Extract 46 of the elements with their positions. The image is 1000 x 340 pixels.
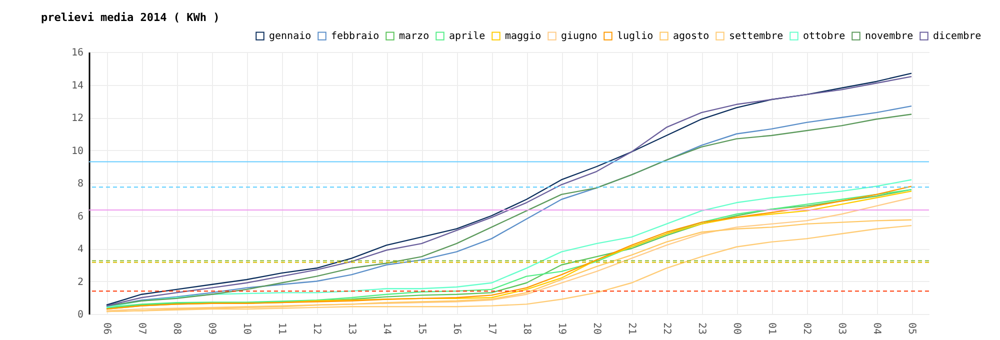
x-tick-label: 15 (416, 322, 427, 335)
x-tick-label: 09 (206, 322, 217, 335)
y-tick-label: 4 (77, 244, 84, 255)
y-tick-label: 2 (77, 276, 84, 288)
legend-label: giugno (561, 31, 598, 42)
x-tick-label: 19 (556, 322, 567, 335)
x-tick-label: 07 (136, 322, 147, 335)
legend-label: dicembre (933, 31, 982, 42)
x-tick-label: 10 (241, 322, 252, 335)
x-tick-label: 08 (171, 322, 182, 335)
legend-label: maggio (505, 31, 542, 42)
x-tick-label: 02 (801, 322, 812, 335)
x-tick-label: 03 (836, 322, 847, 335)
x-tick-label: 13 (346, 322, 357, 335)
y-tick-label: 0 (77, 310, 84, 320)
x-tick-label: 06 (101, 322, 112, 335)
y-tick-label: 16 (71, 48, 84, 58)
y-tick-label: 6 (77, 211, 84, 222)
x-tick-label: 23 (696, 322, 707, 335)
legend-label: febbraio (331, 31, 380, 42)
x-tick-label: 18 (521, 322, 532, 335)
x-tick-label: 05 (906, 322, 917, 335)
x-tick-label: 21 (626, 322, 637, 335)
x-tick-label: 20 (591, 322, 602, 335)
legend-label: agosto (673, 31, 710, 42)
x-tick-label: 11 (276, 322, 287, 335)
x-tick-label: 17 (486, 322, 497, 335)
legend-label: aprile (449, 31, 486, 42)
x-tick-label: 00 (731, 322, 742, 335)
y-tick-label: 14 (71, 80, 84, 92)
legend-label: settembre (729, 31, 784, 42)
x-tick-label: 16 (451, 322, 462, 335)
legend-label: novembre (865, 31, 914, 42)
legend-label: luglio (617, 31, 654, 42)
x-tick-label: 12 (311, 322, 322, 335)
legend-label: ottobre (803, 31, 846, 42)
x-tick-label: 22 (661, 322, 672, 335)
chart-title: prelievi media 2014 ( KWh ) (40, 11, 220, 24)
x-tick-label: 14 (381, 322, 392, 335)
x-tick-label: 01 (766, 322, 777, 335)
legend-label: gennaio (269, 31, 312, 42)
legend-label: marzo (399, 31, 430, 42)
y-tick-label: 10 (71, 146, 84, 157)
y-tick-label: 8 (77, 178, 84, 190)
y-tick-label: 12 (71, 113, 84, 124)
x-tick-label: 04 (871, 322, 882, 335)
